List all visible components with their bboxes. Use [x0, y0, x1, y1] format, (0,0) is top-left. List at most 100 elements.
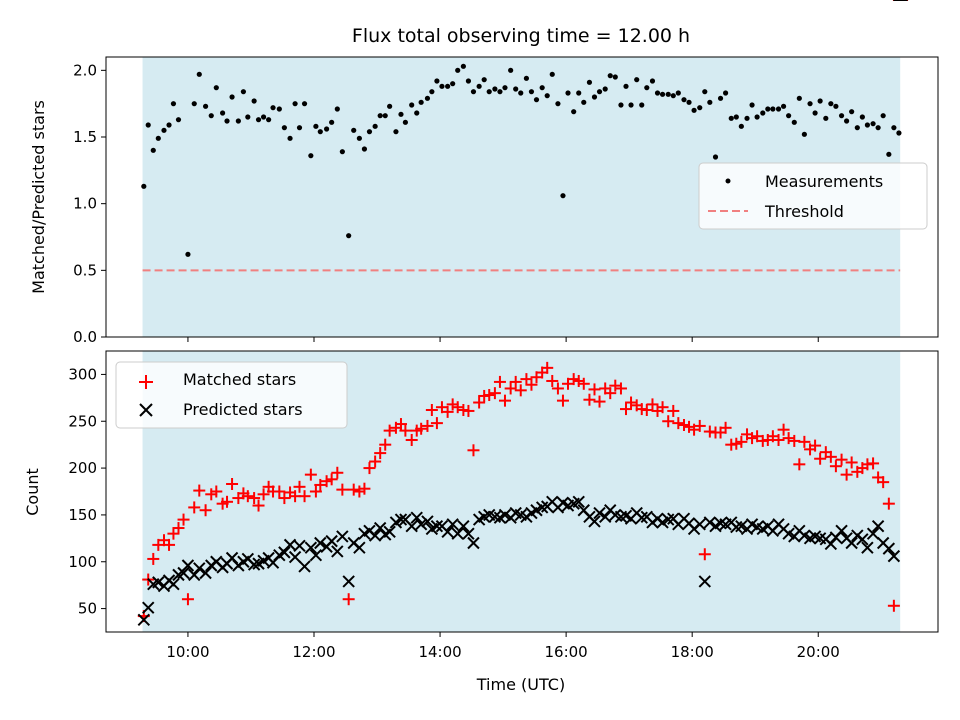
y-tick-label: 1.0	[73, 195, 97, 213]
measurement-point	[891, 125, 897, 131]
measurement-point	[460, 63, 466, 69]
measurement-point	[775, 106, 782, 112]
predicted-star-point	[457, 519, 470, 533]
matched-star-point	[667, 404, 680, 417]
y-tick-label: 0.5	[73, 261, 97, 279]
predicted-star-point	[467, 536, 480, 550]
predicted-star-point	[383, 525, 396, 538]
matched-star-point	[809, 439, 822, 452]
measurement-point	[424, 95, 431, 101]
predicted-star-point	[342, 575, 355, 588]
measurement-point	[659, 91, 666, 97]
legend-predicted-label: Predicted stars	[183, 400, 303, 419]
measurement-point	[229, 94, 235, 100]
matched-star-point	[845, 456, 858, 469]
measurement-point	[844, 118, 850, 124]
measurement-point	[854, 125, 860, 131]
matched-star-point	[320, 475, 333, 488]
count-panel-y-label: Count	[23, 468, 42, 516]
measurement-point	[418, 99, 424, 105]
measurement-point	[486, 89, 492, 95]
predicted-star-point	[871, 519, 885, 533]
matched-star-point	[782, 432, 795, 445]
measurement-point	[707, 99, 713, 105]
matched-star-point	[567, 373, 580, 386]
matched-star-point	[677, 418, 690, 431]
measurement-point	[202, 103, 209, 109]
y-tick-label: 100	[68, 553, 97, 571]
measurement-point	[361, 146, 368, 152]
measurement-point	[402, 119, 408, 125]
measurement-point	[196, 71, 202, 77]
measurement-point	[801, 131, 807, 137]
ratio-panel: 0.00.51.01.52.0 Matched/Predicted stars …	[29, 56, 939, 346]
measurement-point	[224, 118, 230, 124]
measurement-point	[497, 89, 503, 95]
count-panel-legend: Matched stars Predicted stars	[115, 361, 348, 429]
matched-star-point	[620, 403, 632, 416]
legend-matched-marker	[139, 375, 153, 389]
predicted-star-point	[441, 525, 454, 538]
matched-star-point	[399, 424, 412, 437]
predicted-star-point	[336, 530, 349, 543]
measurement-point	[770, 106, 776, 112]
measurement-point	[377, 113, 383, 119]
measurement-point	[276, 106, 282, 112]
measurement-point	[382, 113, 388, 119]
matched-star-point	[814, 452, 827, 465]
x-tick-label: 14:00	[418, 643, 461, 661]
measurement-point	[691, 107, 697, 113]
y-tick-label: 250	[68, 412, 97, 430]
matched-star-point	[405, 433, 418, 446]
measurement-point	[722, 90, 729, 96]
measurement-point	[586, 79, 593, 85]
matched-star-point	[257, 488, 270, 501]
matched-star-point	[446, 398, 459, 411]
measurement-point	[502, 85, 508, 91]
measurement-point	[686, 99, 692, 105]
measurement-point	[807, 101, 813, 107]
predicted-star-point	[572, 495, 585, 509]
matched-star-point	[588, 383, 601, 396]
measurement-point	[849, 109, 855, 115]
y-tick-label: 0.0	[73, 328, 97, 346]
matched-star-point	[614, 382, 627, 395]
y-tick-label: 2.0	[73, 61, 97, 79]
matched-star-point	[473, 396, 486, 409]
ratio-panel-y-ticks: 0.0 0.5 1.0 1.5 2.0	[73, 61, 106, 346]
predicted-star-point	[181, 559, 195, 572]
measurement-point	[434, 78, 440, 84]
measurement-point	[492, 86, 498, 92]
matched-star-point	[672, 417, 685, 430]
measurement-point	[508, 67, 514, 73]
matched-star-point	[353, 485, 366, 498]
legend-measurements-label: Measurements	[765, 172, 883, 191]
measurement-point	[481, 77, 487, 83]
predicted-star-point	[887, 549, 901, 563]
measurement-point	[308, 153, 314, 159]
measurement-point	[528, 89, 535, 95]
measurement-point	[240, 89, 247, 95]
matched-star-point	[829, 460, 842, 473]
matched-star-point	[177, 513, 190, 526]
measurement-point	[539, 85, 545, 91]
matched-star-point	[181, 593, 194, 606]
measurement-point	[864, 122, 871, 128]
legend-threshold-label: Threshold	[764, 202, 844, 221]
measurement-point	[623, 83, 629, 89]
measurement-point	[266, 117, 272, 123]
measurement-point	[702, 89, 708, 95]
predicted-star-point	[278, 546, 291, 559]
legend-matched-label: Matched stars	[183, 370, 296, 389]
measurement-point	[141, 183, 147, 189]
matched-star-point	[342, 593, 355, 606]
matched-star-point	[493, 375, 506, 388]
y-tick-label: 50	[78, 600, 97, 618]
y-tick-label: 200	[68, 459, 97, 477]
measurement-point	[533, 97, 540, 103]
matched-star-point	[640, 404, 653, 417]
measurement-point	[351, 127, 357, 133]
matched-star-point	[221, 495, 234, 508]
measurement-point	[870, 121, 876, 127]
